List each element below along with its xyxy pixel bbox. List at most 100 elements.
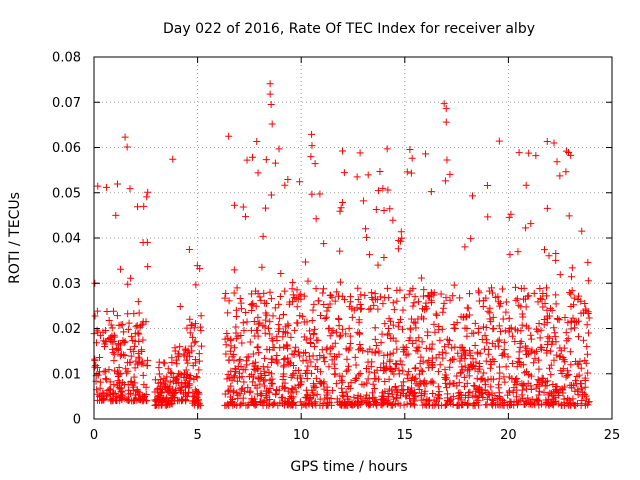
data-point <box>527 382 535 390</box>
data-point <box>192 320 200 328</box>
data-point <box>135 309 143 317</box>
x-tick-label: 20 <box>500 428 517 443</box>
data-point <box>319 285 327 293</box>
data-point <box>524 292 532 300</box>
data-point <box>324 304 332 312</box>
data-point <box>253 390 261 398</box>
data-point <box>237 386 245 394</box>
data-point <box>579 309 587 317</box>
data-point <box>357 344 365 352</box>
data-point <box>495 375 503 383</box>
data-point <box>425 364 433 372</box>
data-point <box>296 352 304 360</box>
data-point <box>130 396 138 404</box>
data-point <box>486 304 494 312</box>
data-point <box>175 370 183 378</box>
data-point <box>409 285 417 293</box>
data-point <box>274 359 282 367</box>
data-point <box>108 345 116 353</box>
data-point <box>275 386 283 394</box>
data-point <box>460 382 468 390</box>
data-point <box>254 343 262 351</box>
data-point <box>319 289 327 297</box>
data-point <box>350 393 358 401</box>
data-point <box>521 397 529 405</box>
data-point <box>275 325 283 333</box>
data-point <box>239 394 247 402</box>
data-point <box>421 387 429 395</box>
data-point <box>248 153 256 161</box>
data-point <box>183 324 191 332</box>
data-point <box>511 338 519 346</box>
data-point <box>115 364 123 372</box>
data-point <box>291 347 299 355</box>
data-point <box>495 363 503 371</box>
data-point <box>368 289 376 297</box>
data-point <box>410 299 418 307</box>
data-point <box>257 373 265 381</box>
data-point <box>253 137 261 145</box>
data-point <box>539 289 547 297</box>
data-point <box>399 367 407 375</box>
data-point <box>315 297 323 305</box>
data-point <box>107 395 115 403</box>
data-point <box>374 261 382 269</box>
data-point <box>412 374 420 382</box>
data-point <box>556 172 564 180</box>
data-point <box>195 357 203 365</box>
data-point <box>472 358 480 366</box>
data-point <box>317 311 325 319</box>
data-point <box>285 394 293 402</box>
data-point <box>268 120 276 128</box>
data-point <box>497 395 505 403</box>
data-point <box>375 347 383 355</box>
data-point <box>355 371 363 379</box>
data-point <box>377 339 385 347</box>
data-point <box>570 294 578 302</box>
data-point <box>398 234 406 242</box>
data-point <box>480 369 488 377</box>
data-point <box>461 324 469 332</box>
data-point <box>346 384 354 392</box>
data-point <box>536 294 544 302</box>
data-point <box>278 393 286 401</box>
data-point <box>281 329 289 337</box>
data-point <box>560 399 568 407</box>
data-point <box>505 328 513 336</box>
data-point <box>178 379 186 387</box>
data-point <box>225 356 233 364</box>
data-point <box>441 343 449 351</box>
data-point <box>479 323 487 331</box>
data-point <box>384 186 392 194</box>
data-point <box>405 337 413 345</box>
data-point <box>300 292 308 300</box>
data-point <box>143 238 151 246</box>
data-point <box>91 357 99 365</box>
data-point <box>441 366 449 374</box>
data-point <box>535 356 543 364</box>
data-point <box>186 372 194 380</box>
data-point <box>267 355 275 363</box>
data-point <box>355 316 363 324</box>
data-point <box>532 152 540 160</box>
data-point <box>428 298 436 306</box>
y-tick-label: 0 <box>73 413 81 428</box>
data-point <box>127 274 135 282</box>
y-axis-label: ROTI / TECUs <box>7 192 23 284</box>
data-point <box>443 156 451 164</box>
data-point <box>121 133 129 141</box>
data-point <box>486 315 494 323</box>
data-point <box>565 212 573 220</box>
data-point <box>139 371 147 379</box>
data-point <box>249 302 257 310</box>
data-point <box>123 143 131 151</box>
data-point <box>441 401 449 409</box>
data-point <box>411 364 419 372</box>
data-point <box>96 332 104 340</box>
data-point <box>483 181 491 189</box>
data-point <box>230 201 238 209</box>
data-point <box>266 90 274 98</box>
data-point <box>357 305 365 313</box>
data-point <box>293 303 301 311</box>
data-point <box>97 378 105 386</box>
